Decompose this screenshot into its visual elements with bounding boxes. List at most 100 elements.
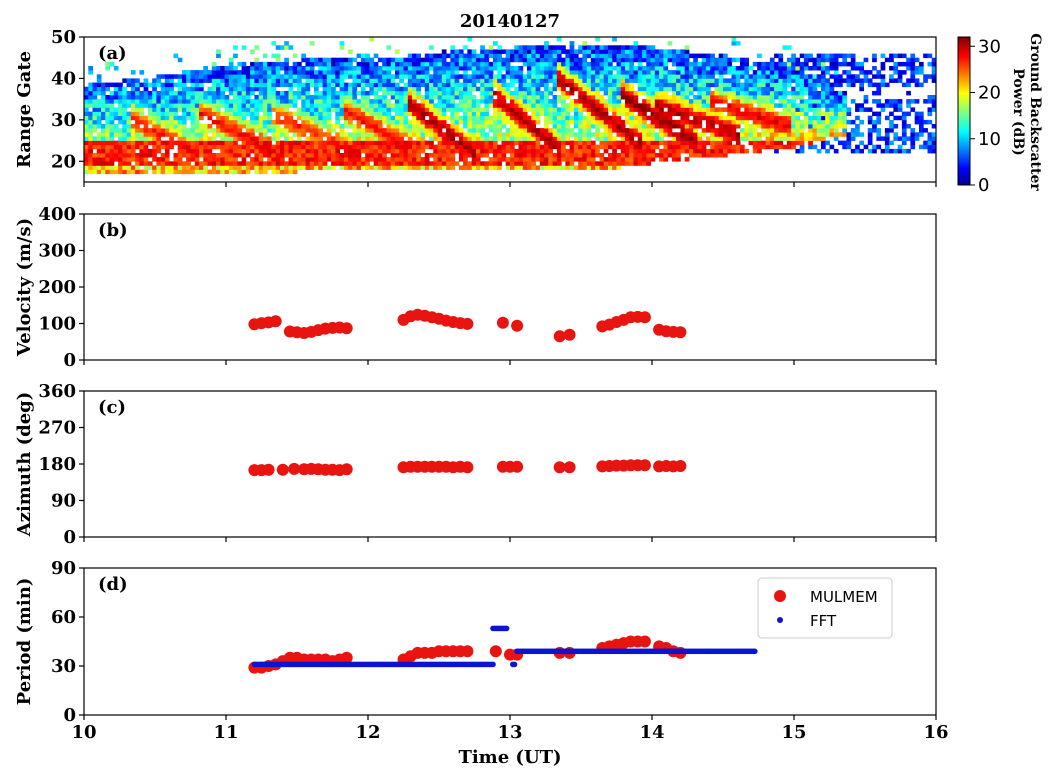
heatmap-cell (186, 128, 191, 133)
heatmap-cell (688, 99, 694, 104)
heatmap-cell (654, 119, 660, 125)
heatmap-cell (680, 148, 686, 154)
heatmap-cell (714, 132, 720, 137)
heatmap-cell (109, 140, 115, 146)
heatmap-cell (688, 82, 694, 88)
heatmap-cell (484, 53, 490, 59)
heatmap-cell (446, 107, 451, 112)
heatmap-cell (774, 74, 779, 79)
heatmap-cell (326, 90, 332, 96)
heatmap-cell (484, 165, 490, 170)
heatmap-cell (731, 95, 737, 100)
heatmap-cell (488, 148, 494, 154)
heatmap-cell (348, 70, 353, 75)
heatmap-cell (305, 115, 311, 121)
heatmap-cell (816, 95, 822, 100)
heatmap-cell (441, 165, 447, 170)
heatmap-cell (267, 61, 272, 67)
heatmap-cell (420, 119, 426, 125)
heatmap-cell (156, 157, 162, 162)
heatmap-cell (684, 148, 690, 154)
heatmap-cell (331, 124, 336, 129)
heatmap-cell (454, 128, 460, 133)
heatmap-cell (616, 128, 622, 133)
heatmap-cell (326, 115, 332, 121)
heatmap-cell (169, 136, 174, 141)
heatmap-cell (544, 45, 549, 50)
heatmap-cell (177, 136, 183, 141)
heatmap-cell (829, 74, 835, 79)
heatmap-cell (706, 107, 711, 112)
heatmap-cell (199, 161, 204, 166)
heatmap-cell (582, 57, 588, 63)
heatmap-cell (654, 144, 660, 150)
heatmap-cell (501, 157, 507, 162)
heatmap-cell (467, 78, 473, 83)
heatmap-cell (616, 140, 622, 146)
heatmap-cell (714, 153, 720, 158)
heatmap-cell (143, 144, 149, 150)
heatmap-cell (211, 103, 217, 108)
heatmap-cell (531, 119, 536, 125)
heatmap-cell (505, 90, 511, 96)
heatmap-cell (220, 161, 225, 166)
heatmap-cell (352, 86, 358, 92)
heatmap-cell (816, 99, 822, 104)
heatmap-cell (186, 140, 191, 146)
heatmap-cell (113, 144, 119, 150)
heatmap-cell (616, 99, 622, 104)
heatmap-cell (535, 66, 541, 71)
heatmap-cell (510, 107, 515, 112)
heatmap-cell (633, 153, 639, 158)
heatmap-cell (305, 61, 311, 67)
heatmap-cell (688, 153, 694, 158)
data-point (511, 319, 524, 332)
heatmap-cell (535, 45, 541, 50)
heatmap-cell (211, 161, 217, 166)
heatmap-cell (919, 111, 924, 117)
heatmap-cell (228, 111, 234, 117)
heatmap-cell (633, 107, 639, 112)
heatmap-cell (339, 86, 345, 92)
heatmap-cell (258, 78, 264, 83)
heatmap-cell (360, 165, 366, 170)
heatmap-cell (382, 66, 387, 71)
heatmap-cell (484, 90, 490, 96)
heatmap-cell (463, 153, 468, 158)
heatmap-cell (122, 128, 127, 133)
heatmap-cell (740, 115, 745, 121)
heatmap-cell (531, 49, 536, 54)
heatmap-cell (599, 124, 605, 129)
heatmap-cell (365, 57, 370, 63)
heatmap-cell (633, 128, 639, 133)
heatmap-cell (463, 70, 468, 75)
heatmap-cell (203, 148, 208, 154)
heatmap-cell (488, 45, 494, 50)
heatmap-cell (322, 86, 328, 92)
heatmap-cell (505, 82, 511, 88)
heatmap-cell (309, 66, 315, 71)
heatmap-cell (301, 57, 306, 63)
heatmap-cell (343, 103, 349, 108)
heatmap-cell (182, 78, 187, 83)
heatmap-cell (586, 144, 592, 150)
heatmap-cell (505, 49, 511, 54)
y-tick-label: 200 (38, 277, 76, 298)
heatmap-cell (475, 140, 481, 146)
heatmap-cell (164, 95, 170, 100)
heatmap-cell (352, 99, 358, 104)
heatmap-cell (126, 144, 132, 150)
heatmap-cell (616, 53, 622, 59)
heatmap-cell (420, 140, 426, 146)
heatmap-cell (322, 124, 328, 129)
heatmap-cell (182, 107, 187, 112)
heatmap-cell (237, 144, 243, 150)
heatmap-cell (620, 103, 626, 108)
heatmap-cell (403, 90, 409, 96)
heatmap-cell (590, 74, 596, 79)
heatmap-cell (808, 144, 813, 150)
heatmap-cell (544, 107, 549, 112)
heatmap-cell (505, 140, 511, 146)
heatmap-cell (582, 66, 588, 71)
heatmap-cell (774, 53, 779, 59)
